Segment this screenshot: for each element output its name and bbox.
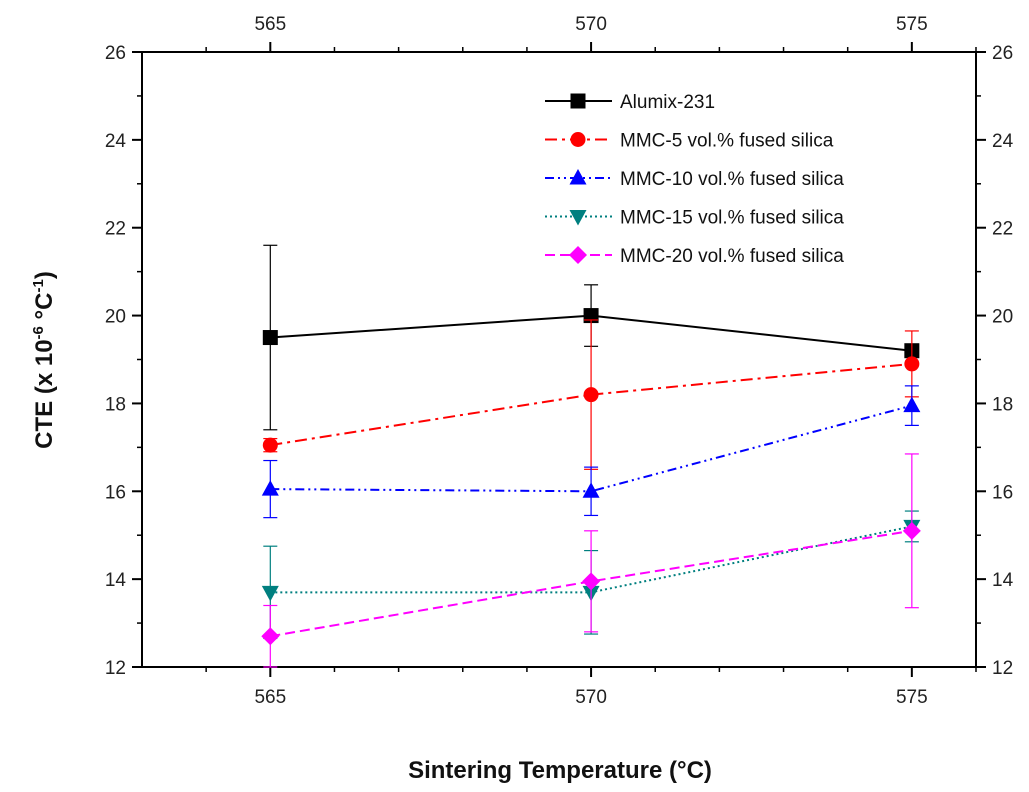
data-point	[904, 356, 920, 372]
x-tick-label-bottom: 565	[254, 687, 286, 708]
legend-label: MMC-15 vol.% fused silica	[620, 208, 844, 229]
legend-label: Alumix-231	[620, 92, 715, 113]
x-tick-label-bottom: 570	[575, 687, 607, 708]
x-tick-label-top: 565	[254, 14, 286, 35]
legend-label: MMC-5 vol.% fused silica	[620, 131, 834, 152]
data-point	[262, 330, 278, 346]
legend-label: MMC-10 vol.% fused silica	[620, 169, 844, 190]
y-tick-label-right: 12	[992, 658, 1013, 679]
y-axis-title-prefix: CTE (x 10	[31, 339, 58, 448]
y-tick-label-left: 14	[105, 570, 127, 591]
series-2	[262, 319, 920, 470]
y-axis-title-exp2: -1	[30, 279, 47, 292]
series-layer	[261, 244, 921, 668]
data-point	[261, 480, 279, 496]
data-point	[583, 308, 599, 324]
data-point	[262, 437, 278, 453]
y-tick-label-left: 20	[105, 307, 126, 328]
y-tick-label-left: 16	[105, 482, 126, 503]
x-axis-title: Sintering Temperature (°C)	[408, 757, 712, 784]
x-tick-label-top: 575	[896, 14, 928, 35]
y-tick-label-right: 16	[992, 482, 1013, 503]
y-tick-label-left: 12	[105, 658, 126, 679]
data-point	[582, 482, 600, 498]
data-point	[261, 585, 279, 602]
y-tick-label-left: 26	[105, 43, 126, 64]
series-5	[261, 453, 921, 668]
y-tick-label-right: 26	[992, 43, 1013, 64]
legend-item: MMC-20 vol.% fused silica	[545, 246, 844, 267]
series-line	[270, 529, 913, 638]
x-tick-label-top: 570	[575, 14, 607, 35]
data-point	[903, 396, 921, 413]
y-tick-label-right: 18	[992, 394, 1013, 415]
legend-item: MMC-15 vol.% fused silica	[545, 208, 844, 229]
y-axis-title-exp1: -6	[30, 326, 47, 339]
series-1	[262, 244, 920, 431]
y-tick-label-right: 22	[992, 219, 1013, 240]
y-tick-label-left: 22	[105, 219, 126, 240]
y-tick-label-left: 24	[105, 131, 127, 152]
plot-frame	[141, 51, 977, 668]
data-point	[583, 387, 599, 403]
data-point	[261, 627, 280, 646]
y-tick-label-right: 20	[992, 307, 1013, 328]
legend-marker	[569, 169, 587, 185]
y-tick-label-left: 18	[105, 394, 126, 415]
x-tick-label-bottom: 575	[896, 687, 928, 708]
series-3	[261, 385, 921, 519]
y-axis-title-middle: °C	[31, 293, 58, 327]
y-tick-label-right: 14	[992, 570, 1014, 591]
legend-marker	[570, 132, 586, 147]
data-point	[902, 521, 921, 540]
legend-item: Alumix-231	[545, 92, 715, 113]
y-tick-label-right: 24	[992, 131, 1014, 152]
data-point	[582, 572, 601, 591]
legend-label: MMC-20 vol.% fused silica	[620, 246, 844, 267]
y-axis-title: CTE (x 10-6 °C-1)	[30, 271, 58, 449]
legend-item: MMC-5 vol.% fused silica	[545, 131, 834, 152]
y-axis-title-suffix: )	[31, 271, 58, 279]
axis-ticks: 565 565 570 570 575 575 12 12 14 14 16 16 18 18 20 20 22…	[105, 14, 1014, 708]
series-line	[270, 362, 912, 447]
legend-marker	[569, 246, 587, 264]
legend-marker	[569, 210, 587, 226]
legend: Alumix-231 MMC-5 vol.% fused silica MMC-10…	[545, 92, 844, 267]
legend-item: MMC-10 vol.% fused silica	[545, 169, 844, 190]
legend-marker	[570, 93, 586, 109]
